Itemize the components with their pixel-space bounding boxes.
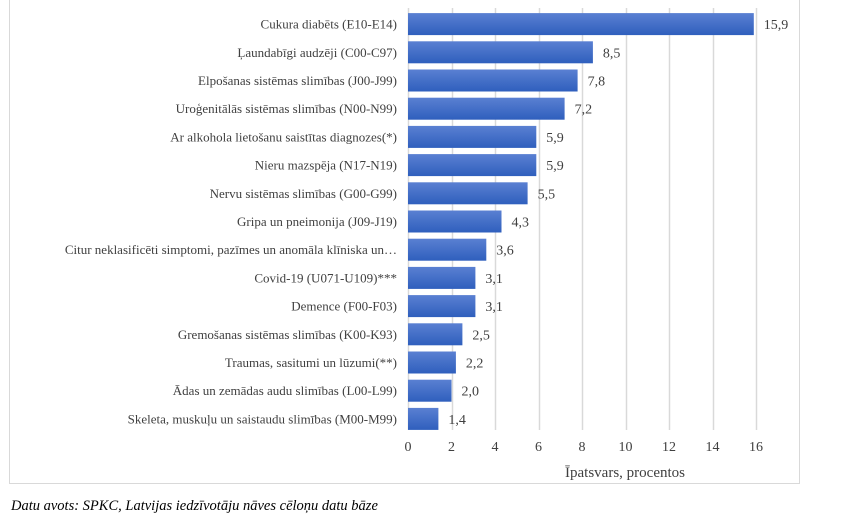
value-label: 2,2 (466, 357, 484, 372)
value-label: 3,1 (485, 272, 503, 287)
x-tick-label: 8 (579, 440, 586, 455)
bar (408, 210, 502, 233)
value-label: 2,5 (472, 328, 490, 343)
value-labels: 15,9 8,5 7,8 7,2 5,9 5,9 5,5 4,3 3,6 3,1 3,1 2,5 2,2… (448, 18, 788, 428)
category-label: Demence (F00-F03) (291, 299, 397, 314)
category-label: Uroģenitālās sistēmas slimības (N00-N99) (176, 101, 397, 116)
x-tick-label: 4 (492, 440, 499, 455)
category-label: Traumas, sasitumi un lūzumi(**) (225, 355, 397, 370)
category-label: Elpošanas sistēmas slimības (J00-J99) (198, 73, 397, 88)
category-label: Nieru mazspēja (N17-N19) (255, 158, 397, 173)
category-label: Citur neklasificēti simptomi, pazīmes un… (65, 242, 397, 257)
category-label: Ādas un zemādas audu slimības (L00-L99) (173, 383, 397, 398)
bar (408, 13, 754, 36)
bar (408, 154, 537, 177)
bar (408, 182, 528, 205)
category-label: Covid-19 (U071-U109)*** (254, 270, 397, 285)
source-note: Datu avots: SPKC, Latvijas iedzīvotāju n… (11, 498, 378, 514)
x-tick-label: 10 (619, 440, 633, 455)
x-tick-label: 0 (405, 440, 412, 455)
category-label: Gremošanas sistēmas slimības (K00-K93) (178, 327, 397, 342)
value-label: 2,0 (462, 385, 480, 400)
category-labels: Cukura diabēts (E10-E14) Ļaundabīgi audzē… (65, 17, 397, 427)
x-axis-title: Īpatsvars, procentos (565, 465, 685, 481)
category-label: Ļaundabīgi audzēji (C00-C97) (237, 45, 397, 60)
bar (408, 323, 463, 346)
value-label: 1,4 (448, 413, 466, 428)
bar (408, 238, 487, 261)
x-tick-label: 14 (706, 440, 720, 455)
value-label: 7,8 (588, 75, 606, 90)
value-label: 15,9 (764, 18, 789, 33)
bar (408, 97, 565, 120)
bar (408, 41, 593, 64)
value-label: 7,2 (575, 103, 593, 118)
bars (408, 13, 754, 430)
value-label: 5,5 (538, 187, 556, 202)
value-label: 4,3 (512, 216, 530, 231)
category-label: Cukura diabēts (E10-E14) (261, 17, 397, 32)
value-label: 3,1 (485, 300, 503, 315)
value-label: 5,9 (546, 159, 564, 174)
bar (408, 351, 456, 374)
x-tick-label: 6 (535, 440, 542, 455)
x-tick-label: 16 (749, 440, 763, 455)
bar (408, 407, 439, 430)
x-tick-label: 2 (448, 440, 455, 455)
chart-frame (9, 0, 800, 484)
value-label: 8,5 (603, 46, 621, 61)
bar (408, 125, 537, 148)
category-label: Skeleta, muskuļu un saistaudu slimības (… (128, 411, 397, 426)
bar-chart: Cukura diabēts (E10-E14) Ļaundabīgi audzē… (65, 8, 788, 481)
value-label: 5,9 (546, 131, 564, 146)
x-tick-labels: 0 2 4 6 8 10 12 14 16 (405, 440, 764, 455)
category-label: Nervu sistēmas slimības (G00-G99) (210, 186, 397, 201)
bar (408, 379, 452, 402)
bar (408, 266, 476, 289)
bar (408, 69, 578, 92)
bar (408, 295, 476, 318)
category-label: Ar alkohola lietošanu saistītas diagnoze… (170, 129, 397, 144)
category-label: Gripa un pneimonija (J09-J19) (237, 214, 397, 229)
value-label: 3,6 (496, 244, 514, 259)
x-tick-label: 12 (662, 440, 676, 455)
